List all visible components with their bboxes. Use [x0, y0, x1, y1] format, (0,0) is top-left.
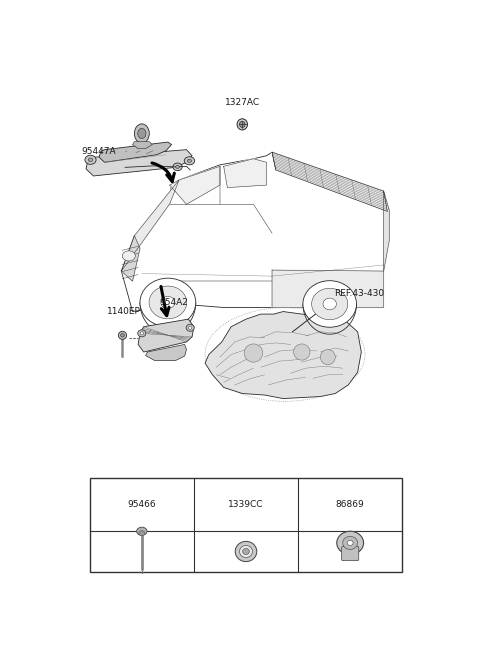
Ellipse shape — [176, 166, 180, 168]
Ellipse shape — [323, 298, 336, 310]
Text: 954A2: 954A2 — [159, 298, 188, 307]
Ellipse shape — [240, 122, 245, 127]
Ellipse shape — [244, 344, 263, 362]
Ellipse shape — [184, 157, 195, 165]
Ellipse shape — [161, 296, 175, 309]
Text: 95447A: 95447A — [81, 147, 116, 156]
Polygon shape — [121, 180, 179, 271]
Polygon shape — [224, 159, 266, 188]
Text: REF.43-430: REF.43-430 — [335, 289, 384, 298]
Polygon shape — [272, 270, 384, 307]
Text: 1339CC: 1339CC — [228, 500, 264, 509]
Text: 1140EP: 1140EP — [107, 307, 141, 315]
Ellipse shape — [122, 251, 135, 261]
Ellipse shape — [294, 344, 310, 360]
Ellipse shape — [134, 124, 149, 143]
Ellipse shape — [137, 527, 147, 535]
Ellipse shape — [120, 334, 124, 337]
Ellipse shape — [303, 281, 357, 327]
Polygon shape — [99, 142, 172, 162]
Polygon shape — [205, 311, 361, 399]
Ellipse shape — [139, 531, 145, 536]
Text: 86869: 86869 — [336, 500, 364, 509]
Bar — [90, 478, 402, 572]
Ellipse shape — [243, 549, 249, 555]
Ellipse shape — [88, 158, 93, 162]
Ellipse shape — [138, 128, 146, 139]
Polygon shape — [138, 319, 194, 352]
Ellipse shape — [337, 532, 363, 555]
Polygon shape — [384, 191, 389, 271]
Ellipse shape — [237, 119, 248, 130]
Ellipse shape — [119, 331, 127, 340]
Polygon shape — [170, 166, 220, 204]
Polygon shape — [132, 141, 152, 148]
Polygon shape — [86, 150, 192, 176]
Ellipse shape — [240, 545, 252, 558]
Ellipse shape — [312, 288, 348, 320]
Ellipse shape — [321, 350, 335, 365]
Polygon shape — [121, 236, 140, 281]
Ellipse shape — [140, 278, 196, 327]
Text: 95466: 95466 — [128, 500, 156, 509]
Ellipse shape — [140, 332, 144, 335]
Ellipse shape — [173, 163, 182, 171]
Ellipse shape — [343, 536, 358, 549]
Ellipse shape — [138, 330, 146, 337]
Ellipse shape — [235, 541, 257, 562]
Ellipse shape — [186, 324, 194, 331]
Polygon shape — [121, 152, 389, 311]
Ellipse shape — [85, 155, 96, 164]
Text: 1327AC: 1327AC — [225, 98, 260, 107]
Polygon shape — [272, 152, 387, 212]
Ellipse shape — [189, 327, 192, 329]
Ellipse shape — [149, 286, 187, 319]
Ellipse shape — [187, 159, 192, 162]
FancyBboxPatch shape — [342, 547, 359, 560]
Polygon shape — [145, 344, 186, 361]
Ellipse shape — [347, 540, 353, 545]
